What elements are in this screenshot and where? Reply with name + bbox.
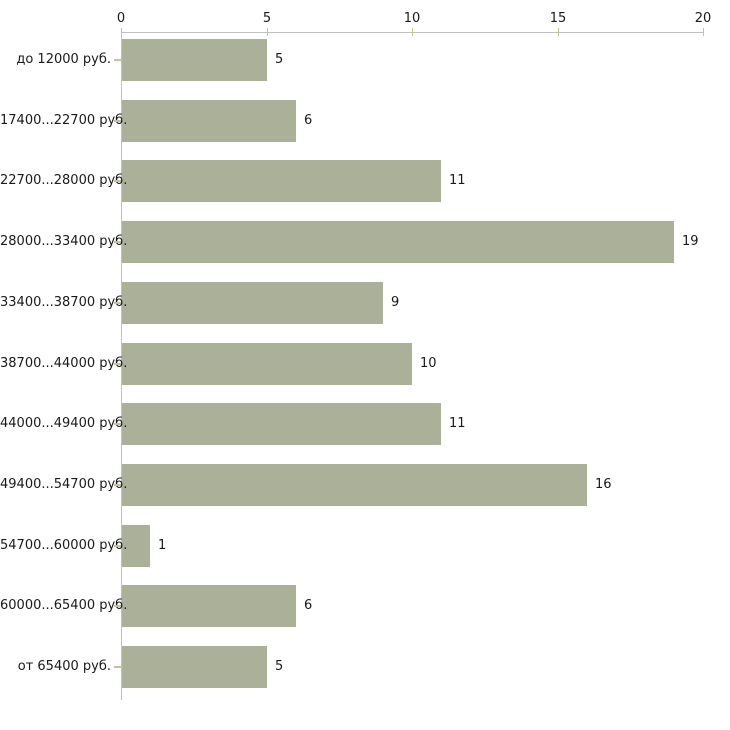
y-axis-category-tick — [114, 302, 121, 304]
bar-value-label: 5 — [275, 659, 284, 674]
x-axis-tick — [267, 28, 268, 36]
category-label: до 12000 руб. — [16, 52, 111, 67]
bar-value-label: 11 — [449, 173, 466, 188]
bar-value-label: 6 — [304, 113, 313, 128]
bar-value-label: 19 — [682, 234, 699, 249]
bar-value-label: 6 — [304, 598, 313, 613]
y-axis-line — [121, 32, 122, 700]
y-axis-category-tick — [114, 180, 121, 182]
bar — [122, 464, 587, 506]
category-label: 54700...60000 руб. — [0, 538, 128, 553]
category-label: 49400...54700 руб. — [0, 477, 128, 492]
bar-value-label: 10 — [420, 356, 437, 371]
category-label: 38700...44000 руб. — [0, 356, 128, 371]
category-label: 22700...28000 руб. — [0, 173, 128, 188]
y-axis-category-tick — [114, 605, 121, 607]
x-axis-tick-label: 5 — [262, 11, 272, 26]
bar-value-label: 16 — [595, 477, 612, 492]
category-label: 44000...49400 руб. — [0, 416, 128, 431]
category-label: от 65400 руб. — [17, 659, 111, 674]
bar — [122, 525, 150, 567]
x-axis-tick-label: 15 — [549, 11, 567, 26]
x-axis-tick — [703, 28, 704, 36]
bar-value-label: 9 — [391, 295, 400, 310]
y-axis-category-tick — [114, 484, 121, 486]
y-axis-category-tick — [114, 241, 121, 243]
x-axis-tick — [121, 28, 122, 36]
bar-value-label: 5 — [275, 52, 284, 67]
y-axis-category-tick — [114, 666, 121, 668]
bar — [122, 160, 441, 202]
category-label: 33400...38700 руб. — [0, 295, 128, 310]
x-axis-tick-label: 0 — [116, 11, 126, 26]
bar — [122, 343, 412, 385]
y-axis-category-tick — [114, 59, 121, 61]
bar — [122, 585, 296, 627]
bar-value-label: 1 — [158, 538, 167, 553]
y-axis-category-tick — [114, 363, 121, 365]
category-label: 17400...22700 руб. — [0, 113, 128, 128]
bar — [122, 282, 383, 324]
category-label: 28000...33400 руб. — [0, 234, 128, 249]
x-axis-tick-label: 20 — [694, 11, 712, 26]
bar — [122, 403, 441, 445]
category-label: 60000...65400 руб. — [0, 598, 128, 613]
x-axis-tick — [412, 28, 413, 36]
bar-value-label: 11 — [449, 416, 466, 431]
y-axis-category-tick — [114, 545, 121, 547]
x-axis-tick — [558, 28, 559, 36]
bar — [122, 100, 296, 142]
bar — [122, 646, 267, 688]
x-axis-tick-label: 10 — [403, 11, 421, 26]
bar — [122, 39, 267, 81]
y-axis-category-tick — [114, 423, 121, 425]
y-axis-category-tick — [114, 120, 121, 122]
bar — [122, 221, 674, 263]
